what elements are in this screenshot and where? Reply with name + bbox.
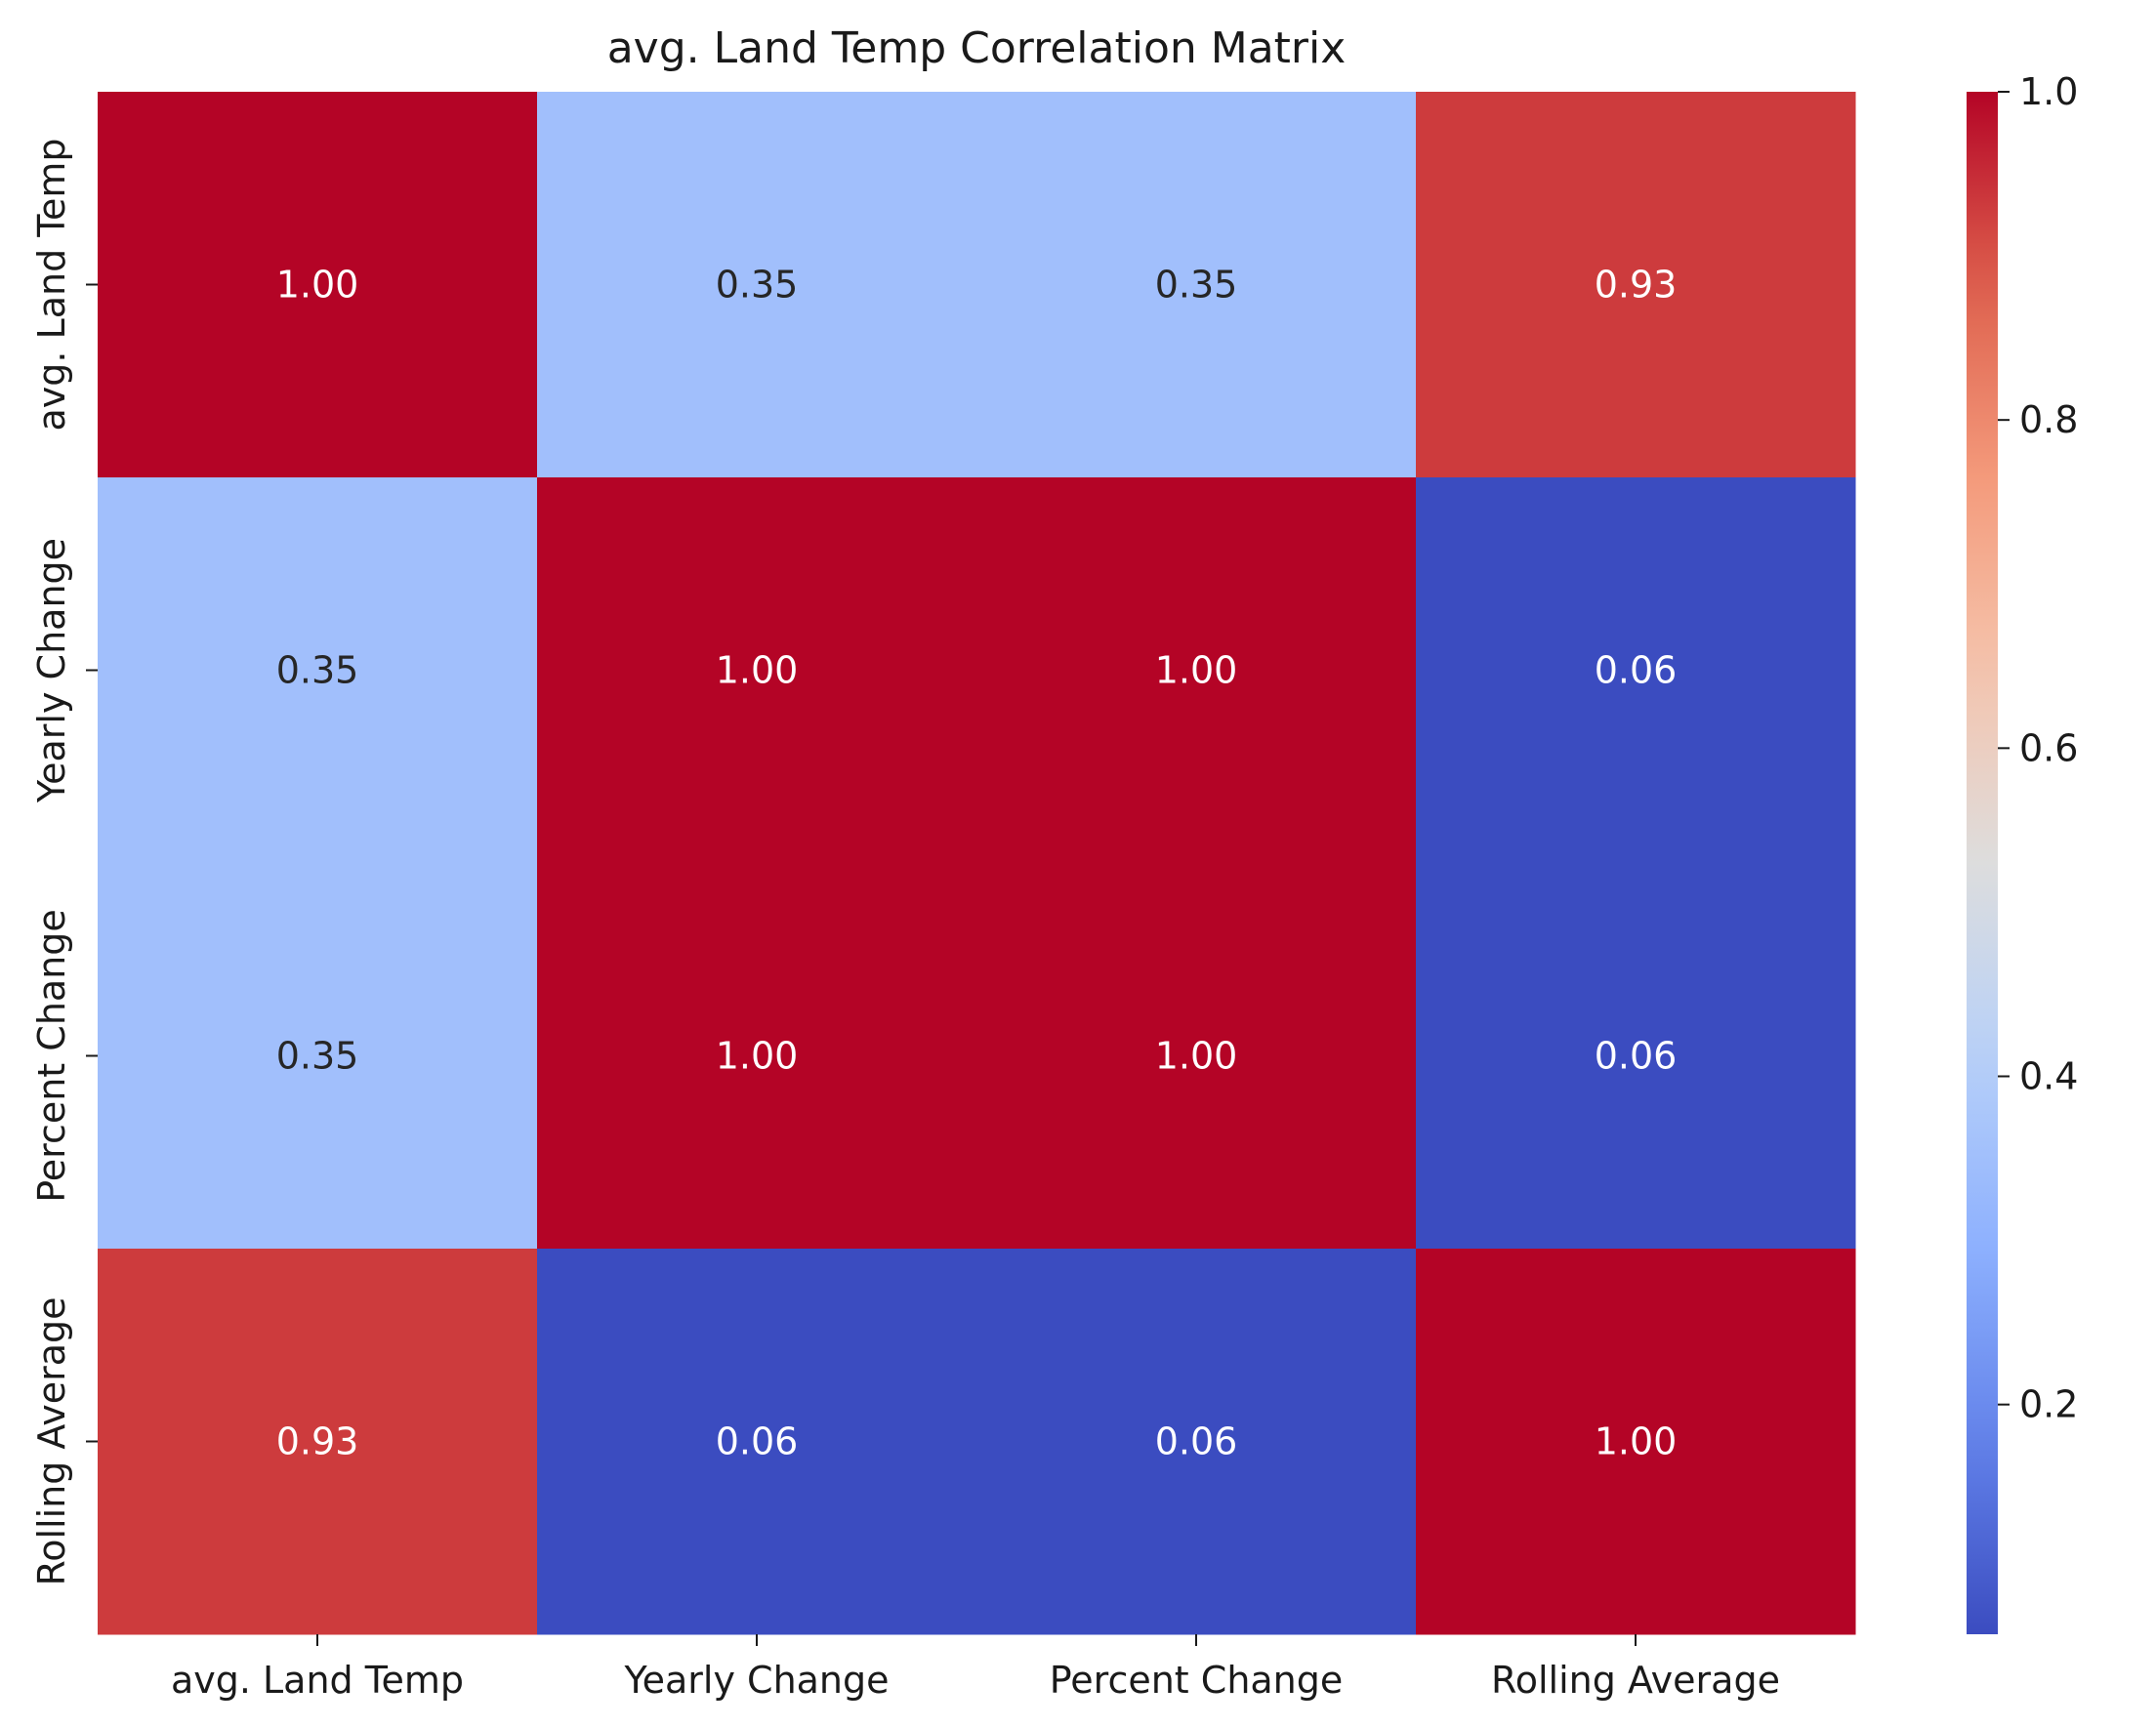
cell-value-label: 0.93 [1595,264,1678,307]
heatmap-cell [1416,92,1856,478]
heatmap-cell [1416,863,1856,1250]
cell-value-label: 0.35 [716,264,799,307]
colorbar-tick-label: 0.2 [2019,1383,2078,1426]
cell-value-label: 1.00 [1155,1035,1238,1078]
cell-value-label: 1.00 [716,649,799,692]
cell-value-label: 1.00 [1595,1420,1678,1463]
colorbar-tick-label: 0.4 [2019,1055,2078,1098]
y-tick-label: Percent Change [30,909,73,1203]
heatmap-cell [537,477,977,864]
cell-value-label: 0.35 [276,649,359,692]
cell-value-label: 1.00 [716,1035,799,1078]
heatmap-cell [976,477,1417,864]
y-tick-label: Rolling Average [30,1297,73,1586]
heatmap-cell [976,863,1417,1250]
heatmap-cell [98,863,538,1250]
x-axis: avg. Land Temp Yearly Change Percent Chang… [171,1634,1780,1702]
heatmap-cells [98,92,1856,1635]
x-tick-label: Yearly Change [623,1659,889,1702]
colorbar-tick-label: 0.8 [2019,398,2078,441]
x-tick-label: Rolling Average [1491,1659,1780,1702]
cell-value-label: 0.35 [276,1035,359,1078]
y-tick-label: Yearly Change [30,538,73,803]
x-tick-label: Percent Change [1050,1659,1344,1702]
heatmap-cell [1416,477,1856,864]
cell-annotations: 1.00 0.35 0.35 0.93 0.35 1.00 1.00 0.06 0.35 1.00… [276,264,1678,1463]
y-axis: avg. Land Temp Yearly Change Percent Chang… [30,138,98,1585]
chart-title: avg. Land Temp Correlation Matrix [607,23,1347,73]
colorbar-tick-label: 0.6 [2019,726,2078,769]
cell-value-label: 0.35 [1155,264,1238,307]
heatmap-cell [976,92,1417,478]
heatmap-cell [1416,1249,1856,1635]
colorbar-tick-label: 1.0 [2019,70,2078,113]
cell-value-label: 0.06 [1155,1420,1238,1463]
heatmap-cell [537,863,977,1250]
colorbar-gradient [1967,92,1998,1634]
y-tick-label: avg. Land Temp [30,138,73,431]
cell-value-label: 0.06 [1595,1035,1678,1078]
heatmap-cell [537,1249,977,1635]
heatmap-cell [98,477,538,864]
cell-value-label: 0.93 [276,1420,359,1463]
heatmap-cell [976,1249,1417,1635]
cell-value-label: 0.06 [1595,649,1678,692]
cell-value-label: 1.00 [1155,649,1238,692]
heatmap-cell [98,1249,538,1635]
cell-value-label: 1.00 [276,264,359,307]
cell-value-label: 0.06 [716,1420,799,1463]
heatmap-cell [98,92,538,478]
colorbar: 0.2 0.4 0.6 0.8 1.0 [1967,70,2078,1634]
heatmap-cell [537,92,977,478]
x-tick-label: avg. Land Temp [171,1659,464,1702]
